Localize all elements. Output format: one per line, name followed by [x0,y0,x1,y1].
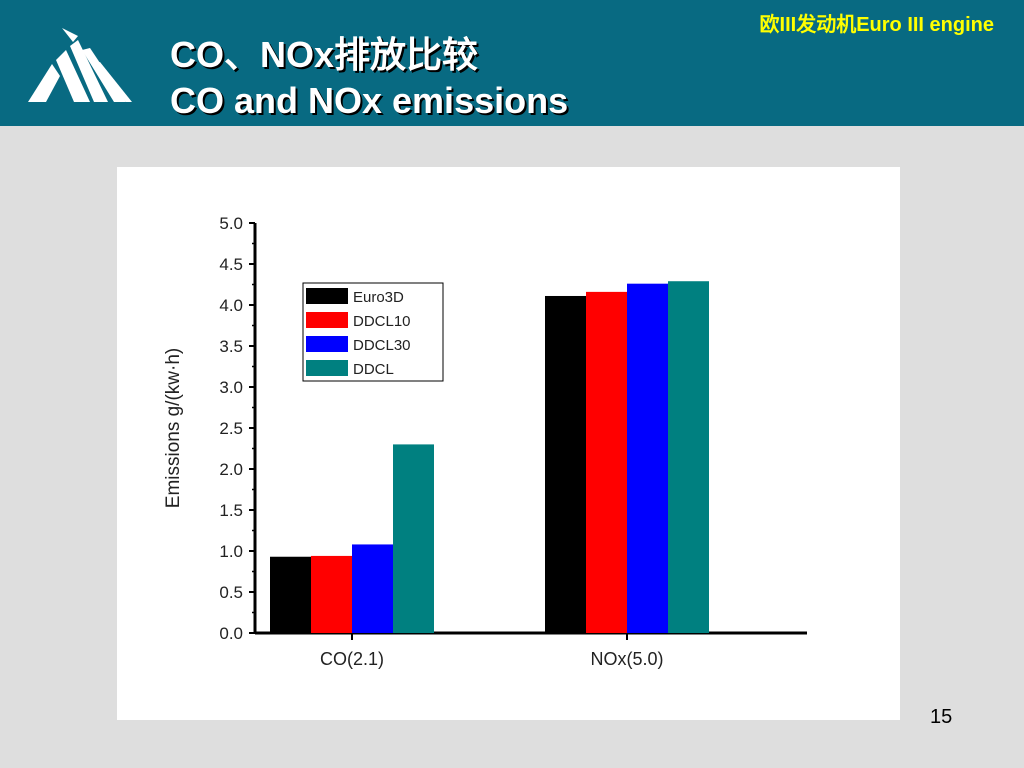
y-tick-label: 0.0 [219,624,243,643]
bar-ddcl10-nox [586,291,627,633]
bar-euro3d-co [270,556,311,633]
legend-swatch-ddcl30 [306,336,348,352]
y-tick-label: 1.5 [219,501,243,520]
legend-swatch-ddcl [306,360,348,376]
y-tick-label: 4.0 [219,296,243,315]
page-number: 15 [930,706,953,728]
bar-ddcl-co [393,444,434,633]
bar-ddcl30-co [352,544,393,633]
bar-chart: 0.0 0.5 1.0 1.5 2.0 2.5 3.0 3.5 4.0 4.5 5.0 Emissio… [163,214,807,669]
engine-label: 欧III发动机Euro III engine [759,14,994,36]
slide-header: CO、NOx排放比较 CO and NOx emissions 欧III发动机E… [0,0,1024,126]
bar-ddcl30-nox [627,283,668,633]
y-tick-label: 3.0 [219,378,243,397]
bar-ddcl-nox [668,281,709,633]
legend-label-euro3d: Euro3D [353,289,404,306]
y-tick-label: 1.0 [219,542,243,561]
y-tick-label: 3.5 [219,337,243,356]
bar-ddcl10-co [311,555,352,633]
y-tick-label: 5.0 [219,214,243,233]
y-tick-label: 2.5 [219,419,243,438]
legend-swatch-euro3d [306,288,348,304]
y-axis-label: Emissions g/(kw·h) [163,348,184,508]
y-tick-label: 0.5 [219,583,243,602]
company-logo [28,28,132,102]
x-tick-label: CO(2.1) [320,649,384,669]
bar-euro3d-nox [545,295,586,633]
legend-label-ddcl10: DDCL10 [353,313,411,330]
x-tick-label: NOx(5.0) [590,649,663,669]
legend-label-ddcl: DDCL [353,361,394,378]
slide-title-english: CO and NOx emissions [170,80,569,121]
legend-swatch-ddcl10 [306,312,348,328]
legend-label-ddcl30: DDCL30 [353,337,411,354]
chart-panel: 0.0 0.5 1.0 1.5 2.0 2.5 3.0 3.5 4.0 4.5 5.0 Emissio… [117,167,900,720]
slide-title-chinese: CO、NOx排放比较 [170,34,479,75]
y-tick-label: 4.5 [219,255,243,274]
y-tick-label: 2.0 [219,460,243,479]
